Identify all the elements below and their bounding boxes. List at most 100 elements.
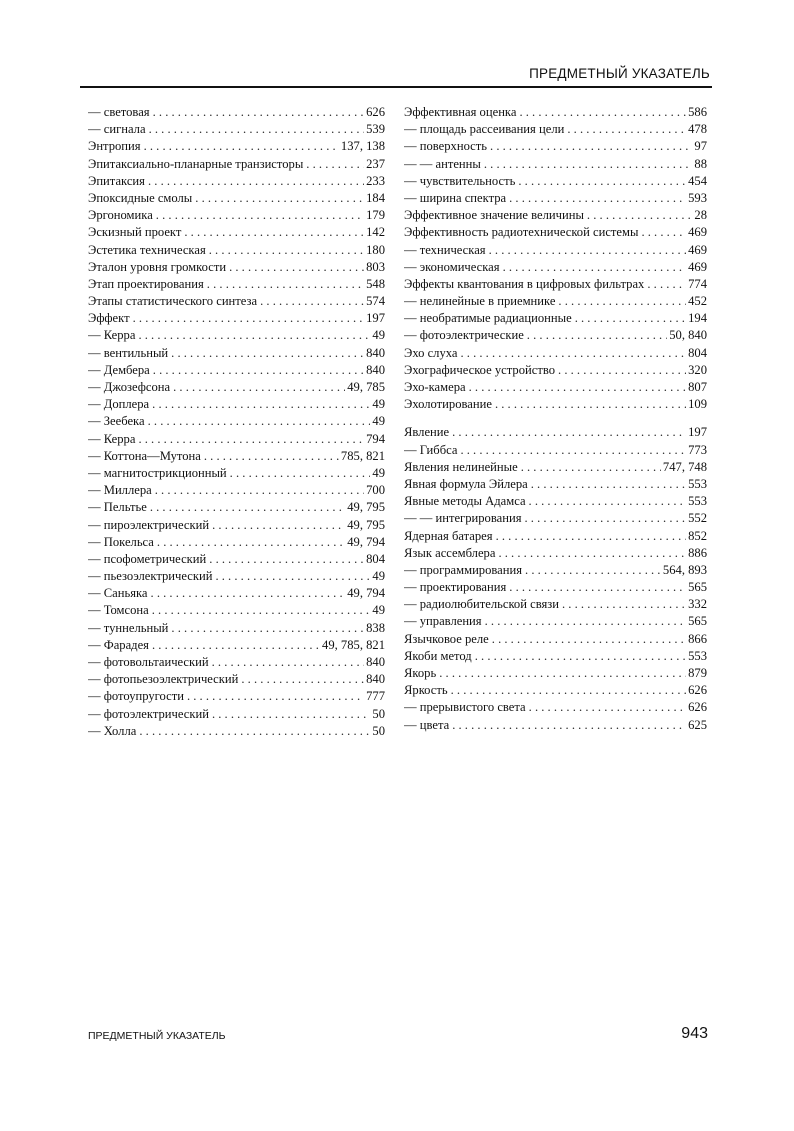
index-entry: Эпитаксиально-планарные транзисторы 237 [88,156,385,173]
index-pages: 50 [372,706,385,721]
index-pages: 804 [688,345,707,360]
running-header: ПРЕДМЕТНЫЙ УКАЗАТЕЛЬ [529,66,710,81]
index-pages: 552 [688,511,707,526]
index-pages: 803 [366,259,385,274]
index-pages: 332 [688,597,707,612]
index-term: — Холла [88,723,137,738]
index-term: — Коттона—Мутона [88,448,201,463]
index-term: — пьезоэлектрический [88,569,213,584]
index-column-left: — световая 626 — сигнала 539 Энтропия 137, 13… [88,104,385,740]
dot-leader [529,699,686,716]
dot-leader [207,276,364,293]
index-entry: — Холла 50 [88,723,385,740]
index-term: — радиолюбительской связи [404,597,559,612]
index-entry: — магнитострикционный 49 [88,465,385,482]
dot-leader [509,579,686,596]
index-entry: Эпитаксия 233 [88,173,385,190]
dot-leader [531,476,686,493]
dot-leader [209,551,364,568]
index-pages: 478 [688,122,707,137]
index-entry: — радиолюбительской связи 332 [404,596,707,613]
dot-leader [151,585,346,602]
index-pages: 109 [688,397,707,412]
dot-leader [204,448,339,465]
index-term: Энтропия [88,139,141,154]
index-term: Якорь [404,666,437,680]
index-term: — Миллера [88,483,152,498]
index-entry: Энтропия 137, 138 [88,138,385,155]
index-entry: Этапы статистического синтеза 574 [88,293,385,310]
index-pages: 469 [688,225,707,240]
dot-leader [492,631,686,648]
index-pages: 49, 785 [347,380,385,394]
index-term: Эффект [88,311,130,326]
index-term: — площадь рассеивания цели [404,122,565,137]
index-entry: — Гиббса 773 [404,442,707,459]
index-term: Эхографическое устройство [404,362,556,377]
index-pages: 866 [688,631,707,646]
index-term: — чувствительность [404,173,516,188]
dot-leader [527,327,667,344]
index-pages: 777 [366,689,385,704]
index-term: Этап проектирования [88,276,204,291]
index-pages: 774 [688,276,707,291]
dot-leader [152,637,320,654]
dot-leader [173,379,345,396]
index-entry: Явная формула Эйлера 553 [404,476,707,493]
index-term: — фотоэлектрический [88,706,209,721]
index-entry: — фотовольтаический 840 [88,654,385,671]
index-term: — программирования [404,562,523,577]
index-term: — необратимые радиационные [404,311,572,326]
index-entry: — фотоэлектрический 50 [88,706,385,723]
index-term: Эхо-камера [404,380,466,394]
index-term: — цвета [404,717,450,732]
index-entry: — фотопьезоэлектрический 840 [88,671,385,688]
index-pages: 28 [694,208,707,223]
index-pages: 804 [366,551,385,566]
dot-leader [525,510,687,527]
index-entry: — ширина спектра 593 [404,190,707,207]
dot-leader [150,499,345,516]
index-pages: 553 [688,494,707,509]
index-entry: — световая 626 [88,104,385,121]
dot-leader [149,121,365,138]
dot-leader [230,465,371,482]
index-pages: 50 [372,723,385,738]
page-number: 943 [681,1025,708,1042]
index-pages: 700 [366,483,385,498]
index-entry: — сигнала 539 [88,121,385,138]
index-entry: — Фарадея 49, 785, 821 [88,637,385,654]
index-entry: — пироэлектрический 49, 795 [88,517,385,534]
index-term: — псофометрический [88,551,207,566]
dot-leader [148,413,371,430]
index-pages: 197 [366,311,385,326]
index-pages: 807 [688,380,707,394]
index-pages: 49, 785, 821 [322,637,385,652]
index-pages: 320 [688,362,707,377]
index-entry: — — интегрирования 552 [404,510,707,527]
dot-leader [451,682,686,699]
index-term: — туннельный [88,620,169,635]
index-entry: Эхографическое устройство 320 [404,362,707,379]
index-term: Эффективность радиотехнической системы [404,225,639,240]
index-entry: — Зеебека 49 [88,413,385,430]
dot-leader [148,173,364,190]
index-pages: 142 [366,225,385,240]
dot-leader [156,207,364,224]
index-pages: 625 [688,717,707,732]
index-term: — Фарадея [88,637,149,652]
index-entry: — пьезоэлектрический 49 [88,568,385,585]
index-term: — нелинейные в приемнике [404,294,556,309]
index-section-ya: Явление 197 — Гиббса 773 Явления нелинейные 7… [404,424,707,733]
index-term: — Дембера [88,362,150,377]
index-entry: Эскизный проект 142 [88,224,385,241]
index-term: — экономическая [404,259,500,274]
index-entry: Явные методы Адамса 553 [404,493,707,510]
dot-leader [475,648,686,665]
index-entry: — экономическая 469 [404,259,707,276]
index-pages: 879 [688,666,707,680]
index-entry: — Керра 794 [88,431,385,448]
index-entry: — Саньяка 49, 794 [88,585,385,602]
index-term: Эпитаксия [88,173,145,188]
index-entry: — программирования 564, 893 [404,562,707,579]
